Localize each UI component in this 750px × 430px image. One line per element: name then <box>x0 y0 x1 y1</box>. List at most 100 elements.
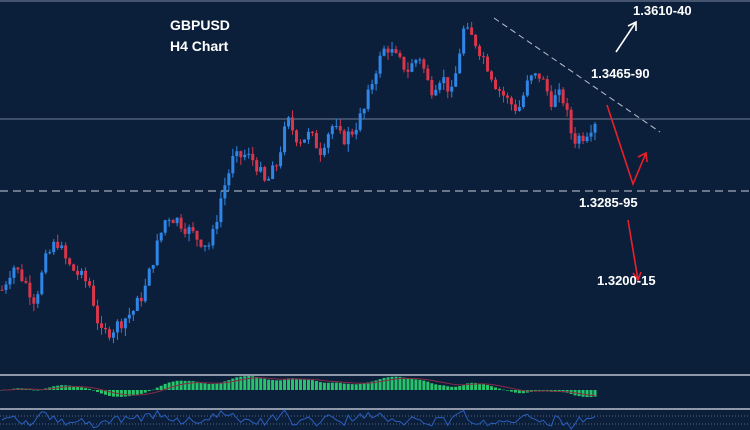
candle-body <box>135 297 139 311</box>
histogram-bar <box>521 390 525 394</box>
candle-body <box>72 264 76 271</box>
candle-body <box>350 131 354 135</box>
histogram-bar <box>378 379 382 390</box>
candle-body <box>541 78 545 80</box>
candle-body <box>533 73 537 76</box>
histogram-bar <box>159 385 163 390</box>
histogram-bar <box>0 390 4 391</box>
candle-body <box>362 109 366 114</box>
histogram-bar <box>406 378 410 390</box>
histogram-bar <box>382 377 386 390</box>
histogram-bar <box>354 384 358 390</box>
candle-body <box>358 113 362 130</box>
candle-body <box>259 167 263 172</box>
histogram-bar <box>545 390 549 391</box>
histogram-bar <box>398 376 402 390</box>
candle-body <box>426 68 430 81</box>
histogram-bar <box>155 387 159 390</box>
candle-body <box>577 135 581 144</box>
candle-body <box>171 220 175 224</box>
candle-body <box>589 132 593 137</box>
signal-line <box>1 377 596 396</box>
candle-body <box>219 198 223 223</box>
histogram-bar <box>187 380 191 390</box>
histogram-bar <box>581 390 585 397</box>
candle-body <box>390 49 394 53</box>
histogram-bar <box>271 379 275 390</box>
candle-body <box>84 270 88 282</box>
candle-body <box>235 151 239 156</box>
histogram-bar <box>275 380 279 390</box>
histogram-bar <box>505 390 509 391</box>
candle-body <box>167 220 171 222</box>
histogram-bar <box>99 390 103 394</box>
histogram-bar <box>593 390 597 397</box>
candle-body <box>509 97 513 105</box>
candle-body <box>147 268 151 286</box>
candle-body <box>24 280 28 283</box>
candle-body <box>255 160 259 172</box>
candle-body <box>223 185 227 199</box>
chart-title: GBPUSD <box>170 17 230 33</box>
histogram-bar <box>32 389 36 391</box>
candle-body <box>306 131 310 140</box>
histogram-bar <box>247 376 251 390</box>
candle-body <box>561 89 565 104</box>
candle-body <box>494 79 498 90</box>
histogram-bar <box>509 390 513 392</box>
histogram-bar <box>541 390 545 391</box>
histogram-bar <box>207 383 211 390</box>
candle-body <box>585 136 589 142</box>
histogram-bar <box>474 382 478 390</box>
histogram-bar <box>386 377 390 390</box>
candle-body <box>398 53 402 57</box>
candle-body <box>366 89 370 110</box>
descending-trendline <box>493 17 661 133</box>
histogram-bar <box>322 382 326 390</box>
histogram-bar <box>442 385 446 390</box>
histogram-bar <box>326 382 330 390</box>
candle-body <box>521 95 525 107</box>
candle-body <box>4 284 8 290</box>
candle-body <box>414 60 418 64</box>
candle-body <box>119 321 123 329</box>
histogram-bar <box>163 383 167 390</box>
candle-body <box>115 321 119 333</box>
candle-body <box>517 106 521 111</box>
histogram-bar <box>68 385 72 390</box>
candle-body <box>346 131 350 145</box>
candle-body <box>525 80 529 96</box>
candle-body <box>155 240 159 266</box>
arrow-scenario-icon <box>606 104 648 187</box>
histogram-bar <box>446 386 450 390</box>
candle-body <box>402 56 406 70</box>
histogram-bar <box>470 382 474 390</box>
candle-body <box>263 167 267 181</box>
histogram-bar <box>314 380 318 390</box>
candle-body <box>422 59 426 69</box>
candle-body <box>513 104 517 111</box>
candle-body <box>342 130 346 145</box>
histogram-bar <box>589 390 593 398</box>
arrow-up-icon <box>615 20 637 53</box>
candle-body <box>470 27 474 35</box>
histogram-bar <box>123 390 127 397</box>
candle-body <box>557 89 561 96</box>
histogram-bar <box>362 383 366 390</box>
candle-body <box>501 90 505 96</box>
candle-body <box>442 77 446 84</box>
histogram-bar <box>235 377 239 390</box>
histogram-bar <box>478 383 482 390</box>
candle-body <box>378 55 382 74</box>
candle-body <box>163 220 167 233</box>
histogram-bar <box>533 390 537 392</box>
histogram-bar <box>346 383 350 390</box>
histogram-bar <box>127 390 131 397</box>
histogram-bar <box>291 378 295 390</box>
label-target-up: 1.3610-40 <box>633 3 692 18</box>
label-support: 1.3285-95 <box>579 195 638 210</box>
candle-body <box>271 165 275 179</box>
candle-body <box>318 148 322 156</box>
histogram-bar <box>350 384 354 390</box>
histogram-bar <box>366 382 370 390</box>
